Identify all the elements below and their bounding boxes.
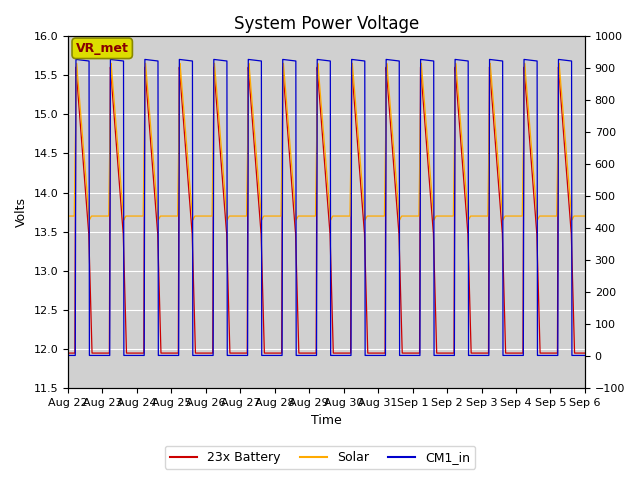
X-axis label: Time: Time <box>311 414 342 427</box>
Text: VR_met: VR_met <box>76 42 129 55</box>
Legend: 23x Battery, Solar, CM1_in: 23x Battery, Solar, CM1_in <box>164 446 476 469</box>
Title: System Power Voltage: System Power Voltage <box>234 15 419 33</box>
Y-axis label: Volts: Volts <box>15 197 28 227</box>
